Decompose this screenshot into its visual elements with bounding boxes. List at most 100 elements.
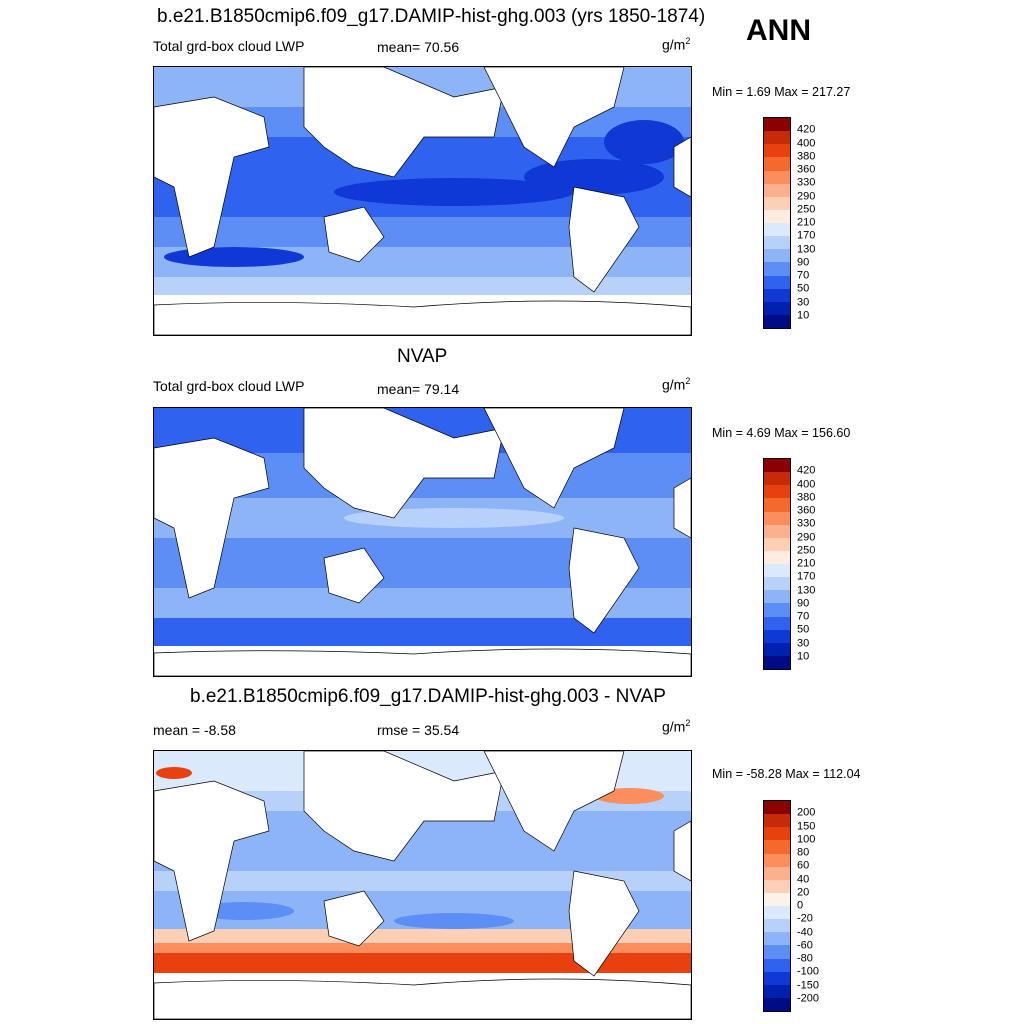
colorbar-tick-label: 330	[797, 517, 816, 530]
colorbar-tick-label: 130	[797, 243, 816, 255]
colorbar-tick-label: -20	[797, 912, 813, 925]
colorbar-tick-label: 0	[797, 899, 804, 912]
min-max-label: Min = 4.69 Max = 156.60	[712, 426, 851, 440]
world-map	[153, 750, 692, 1020]
colorbar-swatch	[764, 223, 790, 237]
colorbar-swatch	[764, 275, 790, 289]
colorbar-tick-label: 20	[797, 886, 810, 899]
colorbar-swatch	[764, 840, 790, 854]
colorbar-tick-label: -100	[797, 965, 820, 978]
colorbar-tick-label: 70	[797, 610, 810, 623]
colorbar-tick-label: 380	[797, 491, 816, 504]
colorbar-tick-label: -80	[797, 952, 813, 965]
rmse-label: rmse = 35.54	[377, 722, 460, 738]
season-label: ANN	[746, 14, 811, 47]
colorbar-tick-label: 30	[797, 296, 810, 308]
colorbar-swatch	[764, 853, 790, 867]
colorbar-tick-label: -40	[797, 926, 813, 938]
colorbar	[763, 458, 791, 670]
colorbar-swatch	[764, 603, 790, 617]
colorbar-tick-label: 170	[797, 229, 816, 242]
colorbar-swatch	[764, 236, 790, 250]
colorbar-swatch	[764, 288, 790, 302]
colorbar-swatch	[764, 550, 790, 564]
colorbar-swatch	[764, 655, 790, 669]
min-max-label: Min = -58.28 Max = 112.04	[712, 767, 861, 781]
colorbar	[763, 117, 791, 329]
colorbar-swatch	[764, 945, 790, 959]
colorbar-swatch	[764, 301, 790, 315]
colorbar-swatch	[764, 144, 790, 158]
colorbar-tick-label: -200	[797, 992, 820, 1005]
colorbar-swatch	[764, 498, 790, 512]
colorbar-swatch	[764, 157, 790, 171]
colorbar-swatch	[764, 919, 790, 933]
colorbar-swatch	[764, 472, 790, 486]
colorbar-swatch	[764, 958, 790, 972]
colorbar-tick-label: 10	[797, 650, 810, 663]
mean-label: mean= 70.56	[377, 39, 460, 55]
colorbar-tick-label: 210	[797, 557, 816, 570]
world-map	[153, 407, 692, 677]
colorbar-tick-label: -60	[797, 939, 813, 952]
colorbar-swatch	[764, 971, 790, 985]
colorbar-tick-label: -150	[797, 979, 820, 991]
map-canvas	[154, 67, 691, 335]
colorbar-swatch	[764, 118, 790, 132]
map-canvas	[154, 408, 691, 676]
colorbar-swatch	[764, 932, 790, 946]
colorbar-tick-label: 130	[797, 584, 816, 596]
colorbar-swatch	[764, 511, 790, 525]
colorbar-swatch	[764, 892, 790, 906]
colorbar-tick-label: 100	[797, 833, 816, 846]
colorbar-swatch	[764, 827, 790, 841]
map-canvas	[154, 751, 691, 1019]
colorbar-swatch	[764, 131, 790, 145]
mean-label: mean = -8.58	[153, 722, 236, 738]
colorbar-swatch	[764, 459, 790, 473]
colorbar-swatch	[764, 485, 790, 499]
colorbar-tick-label: 30	[797, 637, 810, 649]
field-label: Total grd-box cloud LWP	[153, 38, 305, 54]
colorbar-tick-label: 380	[797, 150, 816, 163]
colorbar-tick-label: 70	[797, 269, 810, 282]
colorbar-swatch	[764, 801, 790, 815]
colorbar-swatch	[764, 866, 790, 880]
colorbar-tick-label: 210	[797, 216, 816, 229]
colorbar-tick-label: 90	[797, 256, 810, 269]
colorbar-tick-label: 150	[797, 820, 816, 832]
colorbar-swatch	[764, 249, 790, 263]
panel-title: NVAP	[397, 346, 448, 367]
colorbar-tick-label: 50	[797, 282, 810, 295]
colorbar-tick-label: 290	[797, 531, 816, 543]
colorbar-tick-label: 420	[797, 464, 816, 477]
colorbar-swatch	[764, 577, 790, 591]
colorbar-swatch	[764, 590, 790, 604]
colorbar-tick-label: 360	[797, 163, 816, 176]
mean-label: mean= 79.14	[377, 381, 460, 397]
colorbar-tick-label: 400	[797, 478, 816, 490]
colorbar-swatch	[764, 170, 790, 184]
colorbar-swatch	[764, 537, 790, 551]
field-label: Total grd-box cloud LWP	[153, 378, 305, 394]
colorbar-tick-label: 290	[797, 190, 816, 202]
colorbar-swatch	[764, 616, 790, 630]
colorbar-tick-label: 40	[797, 873, 810, 885]
colorbar-swatch	[764, 984, 790, 998]
world-map	[153, 66, 692, 336]
colorbar-swatch	[764, 314, 790, 328]
colorbar-swatch	[764, 879, 790, 893]
colorbar-tick-label: 250	[797, 544, 816, 557]
colorbar-swatch	[764, 642, 790, 656]
panel-title: b.e21.B1850cmip6.f09_g17.DAMIP-hist-ghg.…	[190, 686, 666, 707]
colorbar-swatch	[764, 564, 790, 578]
colorbar-swatch	[764, 814, 790, 828]
colorbar-tick-label: 50	[797, 623, 810, 636]
colorbar-swatch	[764, 906, 790, 920]
colorbar-tick-label: 400	[797, 137, 816, 149]
colorbar-swatch	[764, 196, 790, 210]
colorbar-tick-label: 360	[797, 504, 816, 517]
panel-title: b.e21.B1850cmip6.f09_g17.DAMIP-hist-ghg.…	[157, 6, 706, 27]
colorbar-swatch	[764, 262, 790, 276]
units-label: g/m2	[662, 718, 691, 735]
